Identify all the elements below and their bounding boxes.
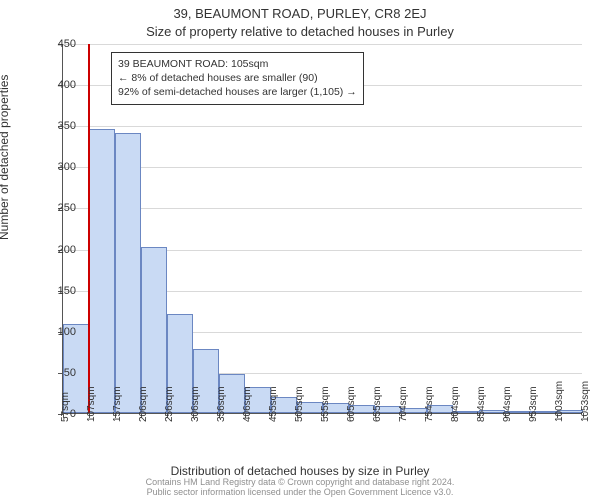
ytick-label: 50 [36,367,76,379]
annotation-line1: 39 BEAUMONT ROAD: 105sqm [118,57,357,71]
plot-area: 57sqm107sqm157sqm206sqm256sqm306sqm356sq… [62,44,582,414]
ytick-label: 200 [36,244,76,256]
xtick-label: 555sqm [320,386,331,422]
xtick-label: 356sqm [216,386,227,422]
copyright-line1: Contains HM Land Registry data © Crown c… [146,477,455,487]
xtick-label: 157sqm [112,386,123,422]
chart-title-line2: Size of property relative to detached ho… [0,24,600,39]
ytick-label: 100 [36,326,76,338]
ytick-label: 0 [36,408,76,420]
property-marker-line [88,44,90,413]
xtick-label: 406sqm [242,386,253,422]
xtick-label: 953sqm [528,386,539,422]
xtick-label: 754sqm [424,386,435,422]
copyright-text: Contains HM Land Registry data © Crown c… [0,478,600,498]
histogram-bar [115,133,141,413]
ytick-label: 300 [36,161,76,173]
xtick-label: 206sqm [138,386,149,422]
ytick-label: 400 [36,79,76,91]
x-axis-label: Distribution of detached houses by size … [0,464,600,478]
chart-title-line1: 39, BEAUMONT ROAD, PURLEY, CR8 2EJ [0,6,600,21]
xtick-label: 804sqm [450,386,461,422]
xtick-label: 505sqm [294,386,305,422]
xtick-label: 107sqm [86,386,97,422]
xtick-label: 306sqm [190,386,201,422]
gridline-h [63,44,582,45]
gridline-h [63,126,582,127]
y-axis-label: Number of detached properties [0,75,11,240]
xtick-label: 256sqm [164,386,175,422]
xtick-label: 655sqm [372,386,383,422]
ytick-label: 250 [36,202,76,214]
xtick-label: 1053sqm [580,381,591,422]
xtick-label: 704sqm [398,386,409,422]
annotation-line2: ← 8% of detached houses are smaller (90) [118,71,357,85]
annotation-line3: 92% of semi-detached houses are larger (… [118,85,357,99]
histogram-bar [89,129,115,413]
ytick-label: 150 [36,285,76,297]
chart-container: 39, BEAUMONT ROAD, PURLEY, CR8 2EJ Size … [0,0,600,500]
ytick-label: 350 [36,120,76,132]
xtick-label: 1003sqm [554,381,565,422]
annotation-box: 39 BEAUMONT ROAD: 105sqm ← 8% of detache… [111,52,364,105]
xtick-label: 455sqm [268,386,279,422]
xtick-label: 605sqm [346,386,357,422]
xtick-label: 854sqm [476,386,487,422]
xtick-label: 904sqm [502,386,513,422]
ytick-label: 450 [36,38,76,50]
copyright-line2: Public sector information licensed under… [147,487,454,497]
